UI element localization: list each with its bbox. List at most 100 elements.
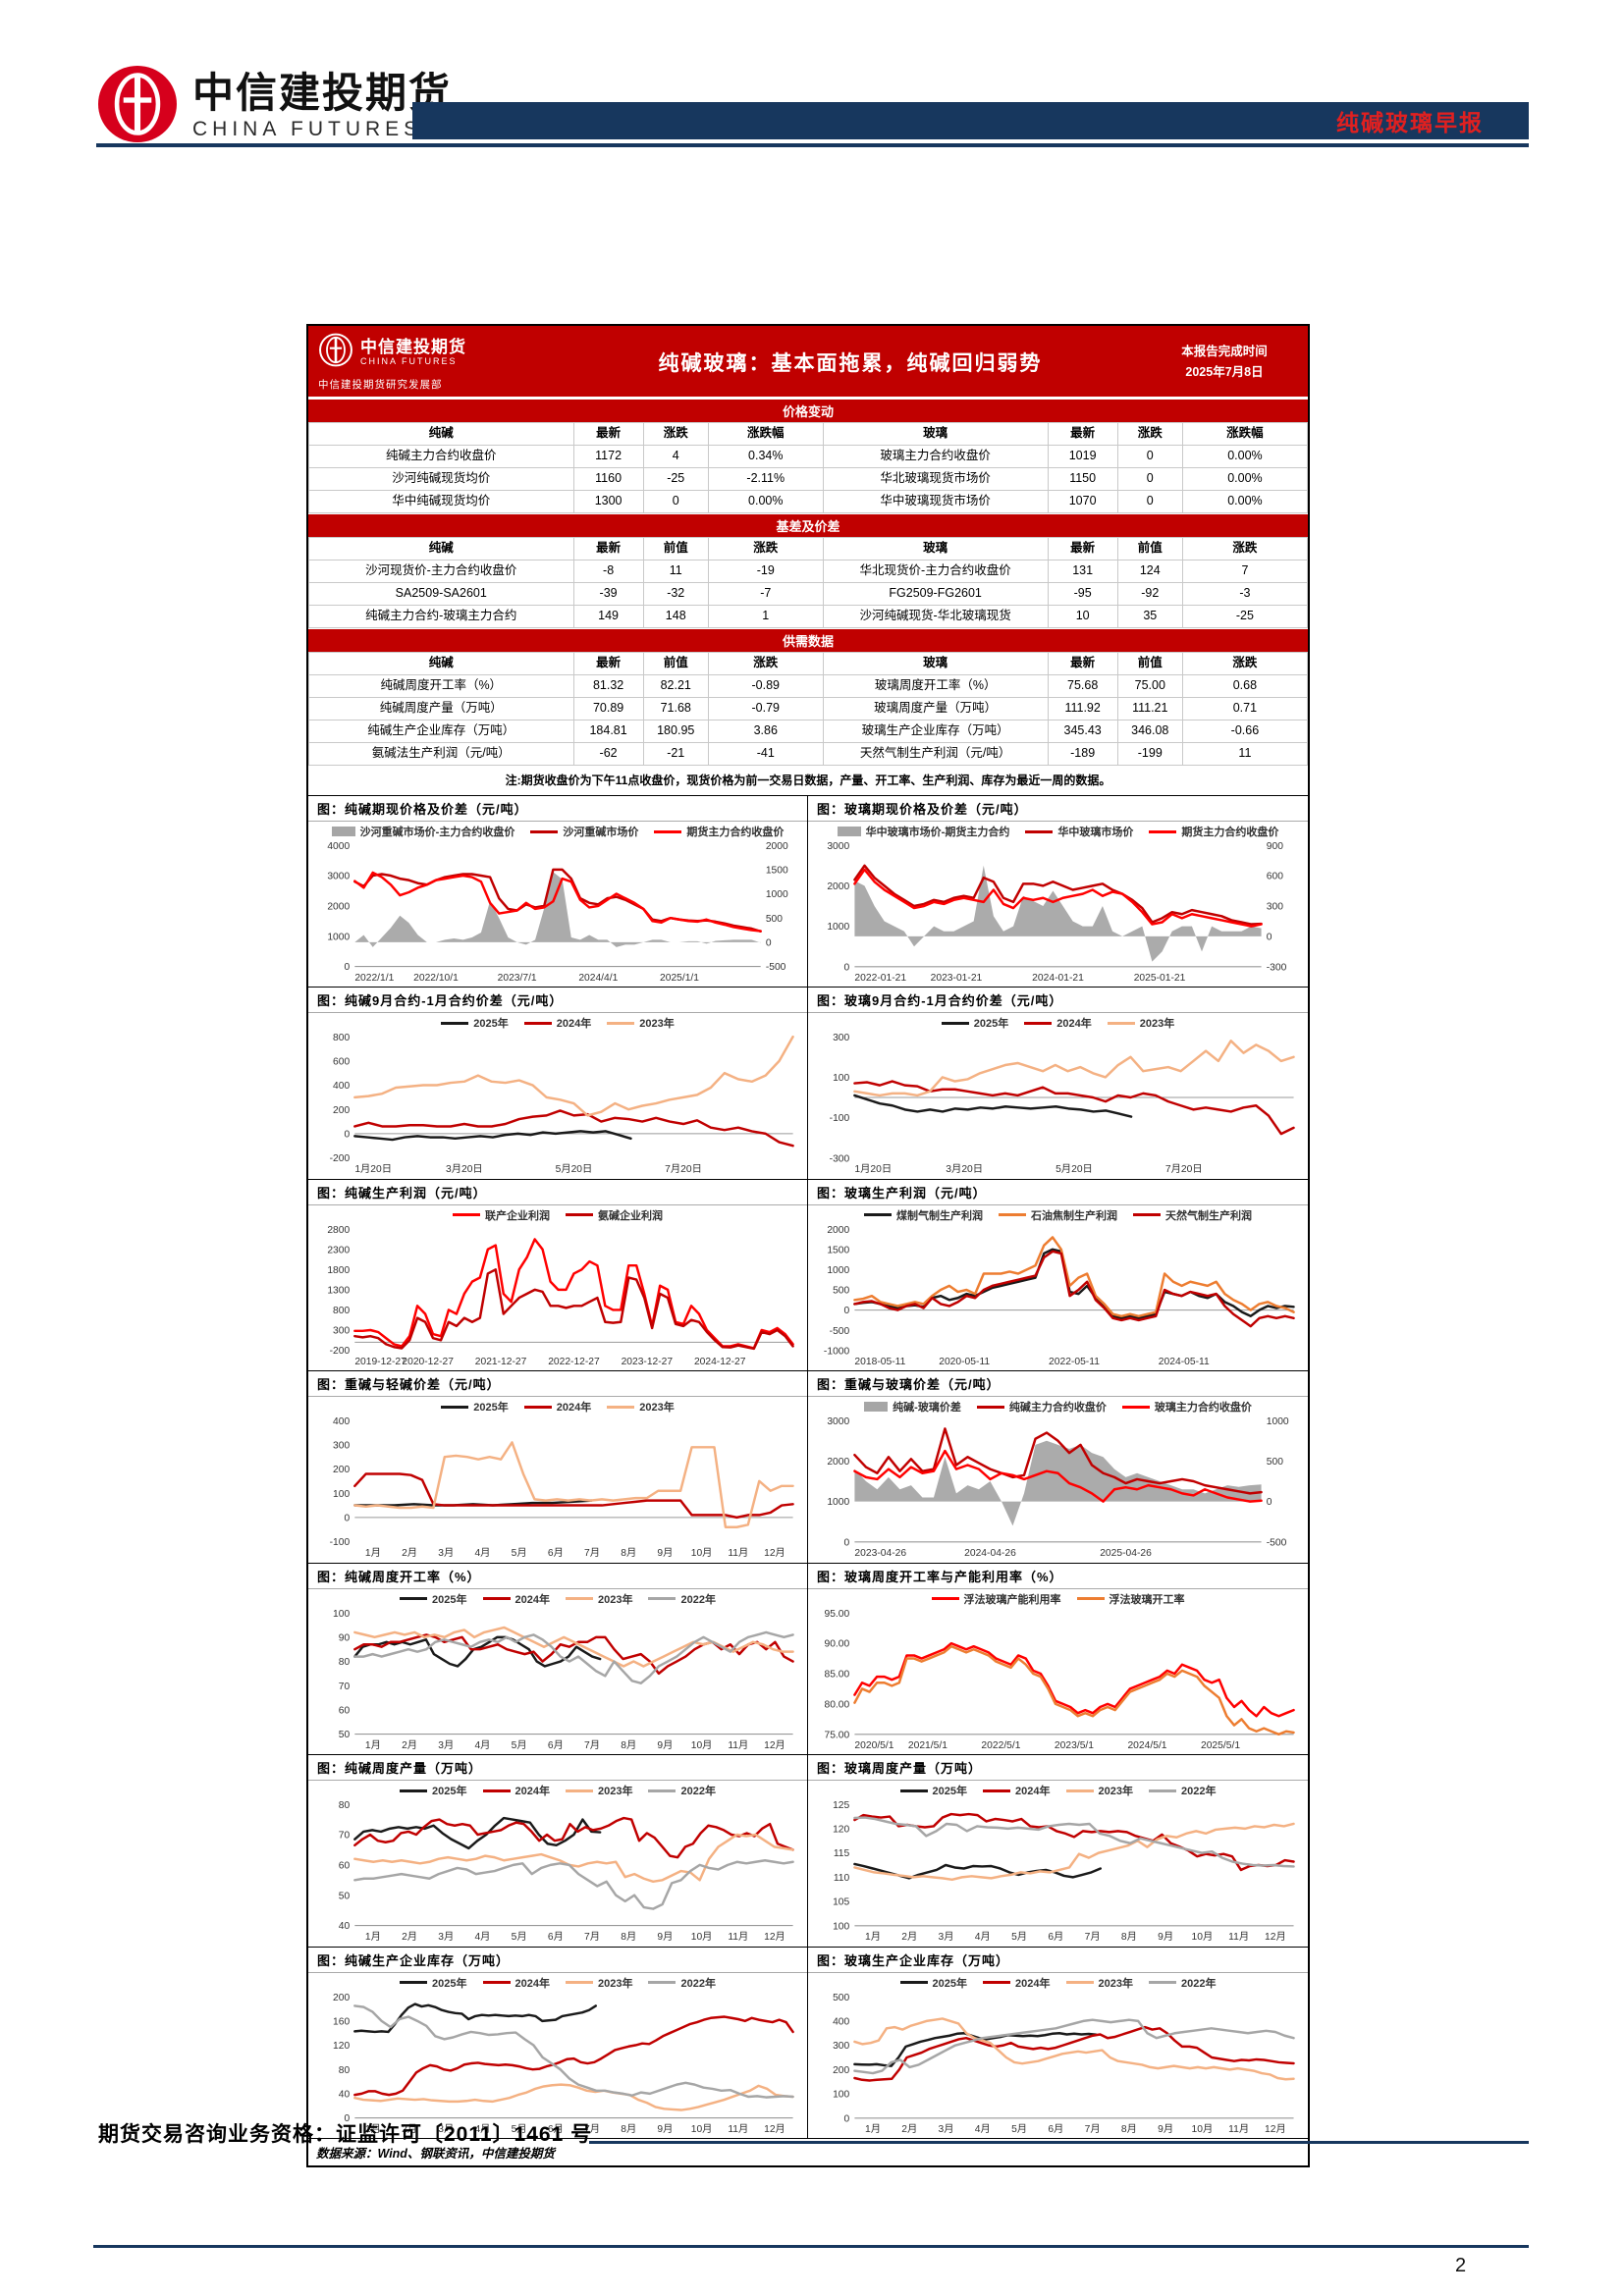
table-cell: 1300 <box>572 490 644 513</box>
line-swatch <box>566 1597 593 1601</box>
svg-text:2000: 2000 <box>327 901 350 912</box>
legend-label: 联产企业利润 <box>485 1209 550 1222</box>
chart-cell: 图：重碱与轻碱价差（元/吨） 2025年 2024年 2023年 -100 0 100 200… <box>308 1370 808 1563</box>
svg-text:6月: 6月 <box>548 1739 564 1751</box>
svg-text:500: 500 <box>833 1285 849 1296</box>
svg-text:800: 800 <box>333 1306 350 1316</box>
svg-text:400: 400 <box>833 2016 849 2027</box>
legend-item: 联产企业利润 <box>453 1207 550 1223</box>
line-swatch <box>400 1789 428 1792</box>
table-row: 纯碱生产企业库存（万吨） 184.81 180.95 3.86 玻璃生产企业库存（万吨）… <box>308 720 1309 743</box>
table-row: 纯碱周度开工率（%） 81.32 82.21 -0.89 玻璃周度开工率（%） 75.68… <box>308 674 1309 698</box>
svg-text:95.00: 95.00 <box>824 1608 849 1619</box>
line-swatch <box>482 1597 511 1601</box>
table-cell: 35 <box>1116 605 1183 628</box>
chart-plot: -200 0 200 400 600 800 1月20日 3月20日 5月20日 7月20日 <box>330 1033 794 1175</box>
legend-item: 氨碱企业利润 <box>566 1207 663 1223</box>
svg-text:1000: 1000 <box>1267 1416 1289 1427</box>
legend-label: 天然气制生产利润 <box>1165 1209 1252 1222</box>
table-cell: 0 <box>642 490 709 513</box>
svg-text:500: 500 <box>1267 1457 1283 1468</box>
table-cell: 111.21 <box>1116 697 1183 721</box>
svg-text:7月: 7月 <box>584 1547 600 1559</box>
table-cell: 148 <box>642 605 709 628</box>
chart-plot: 100 105 110 115 120 125 1月 2月 3月 4月 5月 6月 7月 8月 9月 10月 1… <box>833 1800 1295 1943</box>
svg-text:10月: 10月 <box>691 2122 713 2134</box>
svg-text:80.00: 80.00 <box>824 1699 849 1710</box>
company-logo: 中信建投期货 CHINA FUTURES <box>96 65 452 148</box>
svg-text:5月: 5月 <box>512 1547 527 1559</box>
column-header: 涨跌 <box>642 422 709 446</box>
table-cell: 124 <box>1116 560 1183 583</box>
svg-text:2000: 2000 <box>827 1225 849 1236</box>
svg-text:11月: 11月 <box>1228 2123 1249 2135</box>
legend-item: 2024年 <box>983 1975 1051 1991</box>
legend-label: 2025年 <box>432 1977 467 1990</box>
chart-plot: 0 1000 2000 3000 -500 0 500 1000 2023-04-26 2024-… <box>827 1416 1289 1560</box>
column-header: 玻璃 <box>822 537 1049 561</box>
table-header-row: 纯碱 最新 前值 涨跌 玻璃 最新 前值 涨跌 <box>308 537 1309 561</box>
svg-text:2025-04-26: 2025-04-26 <box>1100 1549 1152 1560</box>
line-swatch <box>523 1021 552 1025</box>
report-time-label: 本报告完成时间 <box>1181 344 1268 358</box>
basis-spread-table: 纯碱 最新 前值 涨跌 玻璃 最新 前值 涨跌 沙河现货价-主力合约收盘价 -8 11 -19 华北现货… <box>308 537 1309 628</box>
column-header: 最新 <box>572 422 644 446</box>
column-header: 涨跌 <box>1181 652 1309 675</box>
svg-text:1月: 1月 <box>365 1931 381 1943</box>
legend-label: 2023年 <box>639 1402 675 1415</box>
supply-demand-table: 纯碱 最新 前值 涨跌 玻璃 最新 前值 涨跌 纯碱周度开工率（%） 81.32 82.21 -0.8… <box>308 652 1309 766</box>
svg-text:2025/5/1: 2025/5/1 <box>1201 1740 1240 1751</box>
legend-label: 2024年 <box>556 1018 592 1031</box>
svg-text:0: 0 <box>844 1306 850 1316</box>
legend-item: 2024年 <box>482 1975 550 1991</box>
chart-plot: -300 -100 100 300 1月20日 3月20日 5月20日 7月20日 <box>830 1033 1295 1176</box>
table-cell: 0.00% <box>1181 490 1309 513</box>
column-header: 涨跌 <box>707 537 824 561</box>
line-swatch <box>607 1405 635 1409</box>
svg-text:9月: 9月 <box>657 1739 673 1751</box>
legend-label: 2022年 <box>680 1593 716 1606</box>
legend-item: 2025年 <box>400 1783 467 1798</box>
table-cell: 0.00% <box>707 490 824 513</box>
svg-text:9月: 9月 <box>657 1931 673 1943</box>
svg-text:-1000: -1000 <box>824 1346 850 1357</box>
chart-plot: 50 60 70 80 90 100 1月 2月 3月 4月 5月 6月 7月 8月 9月 10月 11月 12月 <box>333 1608 794 1751</box>
chart-title: 图：玻璃周度产量（万吨） <box>808 1755 1308 1782</box>
chart-legend: 沙河重碱市场价-主力合约收盘价 沙河重碱市场价 期货主力合约收盘价 <box>312 824 803 839</box>
line-swatch <box>566 1981 593 1985</box>
chart-cell: 图：纯碱9月合约-1月合约价差（元/吨） 2025年 2024年 2023年 -200 0… <box>308 987 808 1179</box>
svg-text:8月: 8月 <box>621 1739 636 1751</box>
svg-text:-300: -300 <box>830 1154 850 1165</box>
svg-text:2024/5/1: 2024/5/1 <box>1127 1740 1166 1751</box>
svg-text:500: 500 <box>766 914 783 925</box>
svg-text:1月20日: 1月20日 <box>354 1163 392 1175</box>
column-header: 纯碱 <box>308 652 574 675</box>
svg-text:11月: 11月 <box>728 1547 748 1559</box>
chart-cell: 图：纯碱生产利润（元/吨） 联产企业利润 氨碱企业利润 -200 300 800 1300 1… <box>308 1178 808 1371</box>
svg-text:50: 50 <box>339 1730 351 1740</box>
legend-label: 浮法玻璃开工率 <box>1109 1593 1185 1606</box>
table-cell: -32 <box>642 582 709 606</box>
svg-text:80: 80 <box>339 1800 351 1811</box>
svg-text:2000: 2000 <box>766 841 788 852</box>
chart-cell: 图：重碱与玻璃价差（元/吨） 纯碱-玻璃价差 纯碱主力合约收盘价 玻璃主力合约收盘价 0… <box>808 1370 1308 1562</box>
svg-text:4月: 4月 <box>474 1547 490 1559</box>
legend-item: 华中玻璃市场价 <box>1025 824 1133 839</box>
svg-text:12月: 12月 <box>764 2122 785 2134</box>
chart-plot: 40 50 60 70 80 1月 2月 3月 4月 5月 6月 7月 8月 9月 10月 11月 12月 <box>339 1800 794 1943</box>
legend-label: 2023年 <box>1098 1977 1133 1990</box>
svg-text:2025-01-21: 2025-01-21 <box>1134 973 1186 984</box>
svg-text:7月: 7月 <box>1085 2123 1101 2135</box>
column-header: 涨跌 <box>1181 537 1309 561</box>
line-swatch <box>566 1213 593 1217</box>
svg-text:3000: 3000 <box>827 1416 849 1427</box>
legend-label: 2024年 <box>514 1786 550 1798</box>
chart-plot: -200 300 800 1300 1800 2300 2800 2019-12-272020… <box>327 1225 794 1367</box>
table-cell: 3.86 <box>707 720 824 743</box>
table-cell: 沙河纯碱现货-华北玻璃现货 <box>822 605 1049 628</box>
svg-text:2024-05-11: 2024-05-11 <box>1159 1357 1210 1367</box>
svg-text:-500: -500 <box>1267 1538 1287 1549</box>
legend-item: 2025年 <box>400 1975 467 1991</box>
svg-text:80: 80 <box>339 2064 351 2075</box>
svg-text:7月: 7月 <box>584 1931 600 1943</box>
